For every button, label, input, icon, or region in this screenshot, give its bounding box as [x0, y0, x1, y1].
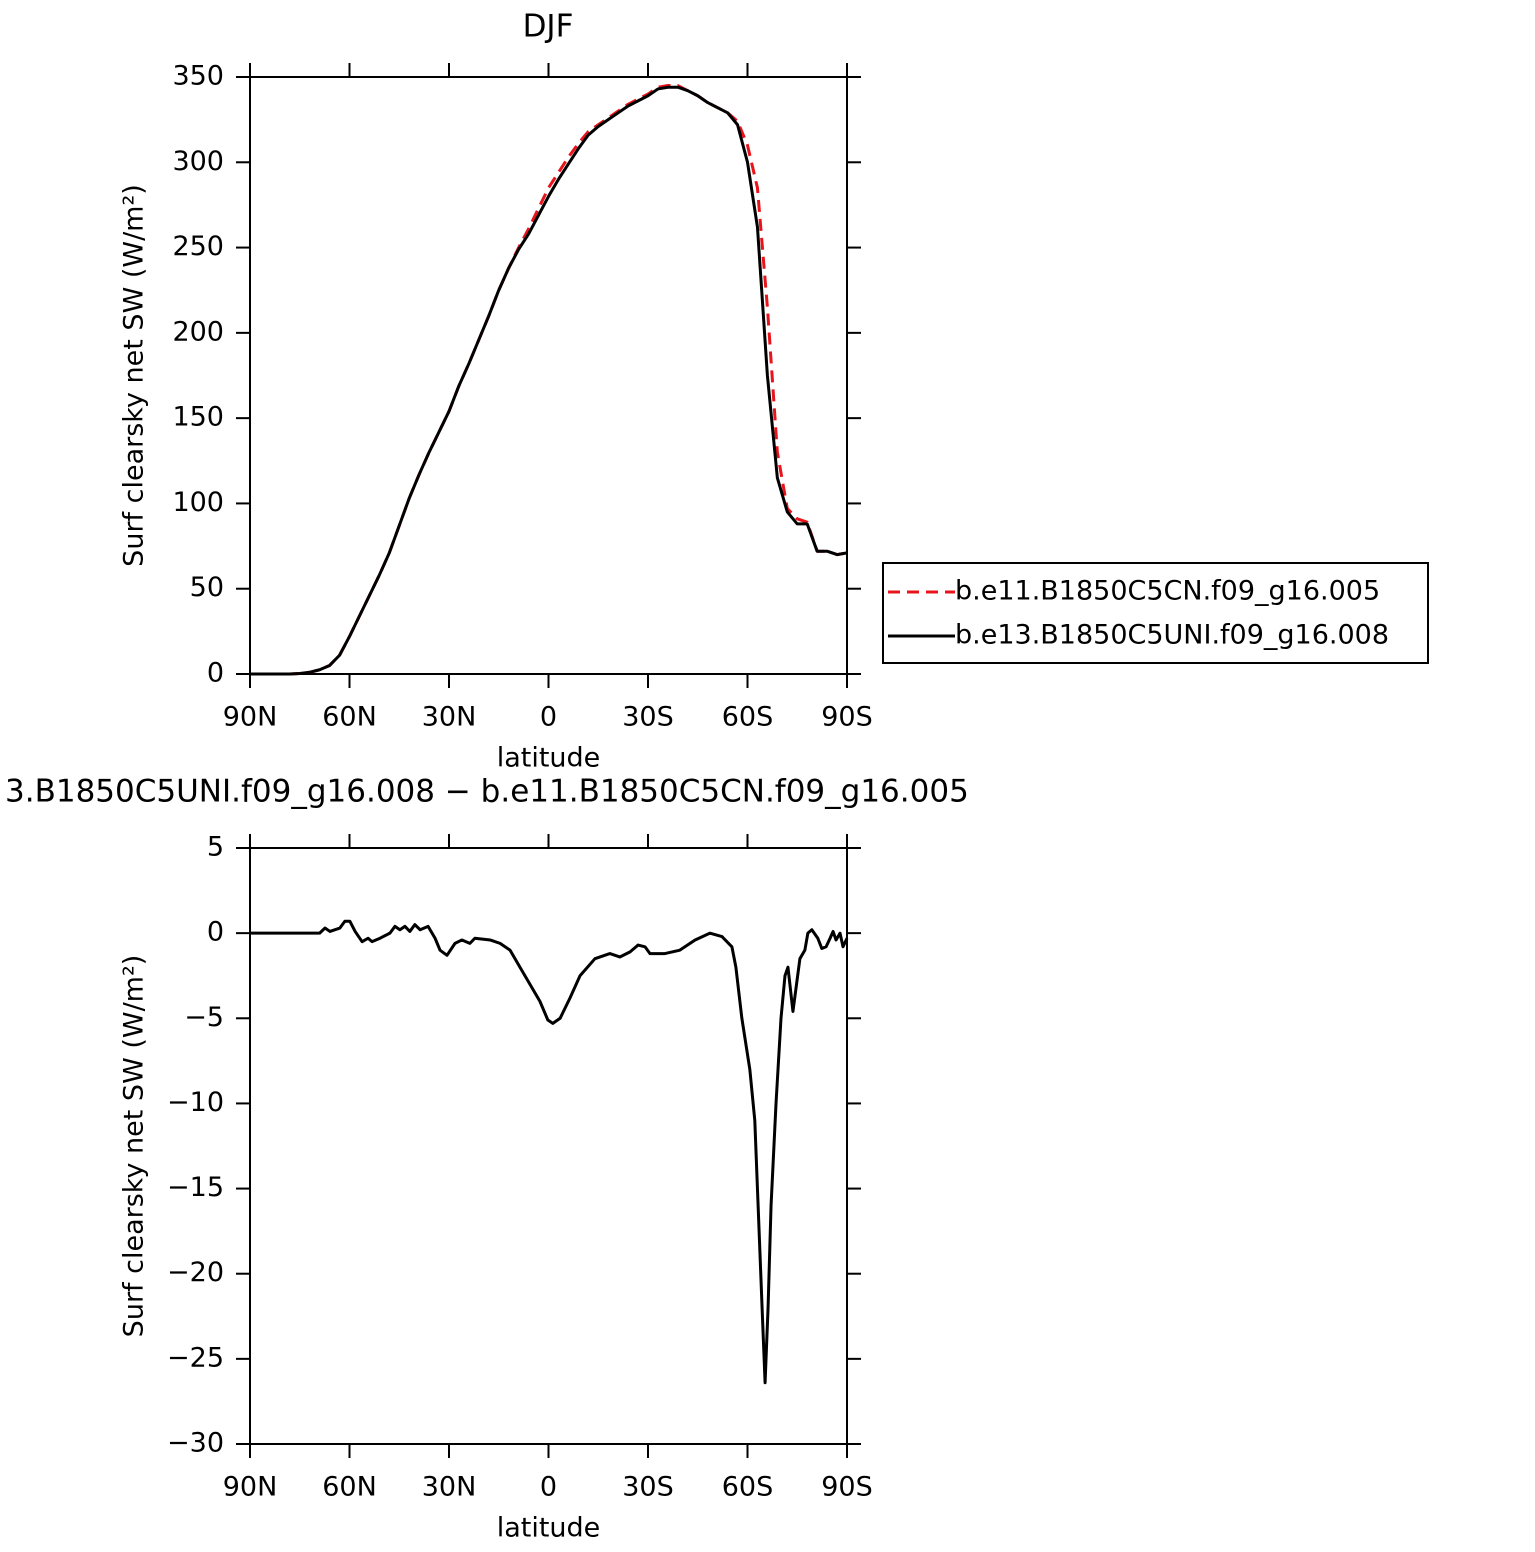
y-tick-label: 150: [172, 402, 224, 433]
x-tick-label: 90N: [223, 702, 278, 733]
x-tick-label: 0: [540, 1472, 557, 1503]
x-axis-label: latitude: [497, 1513, 601, 1544]
legend-label: b.e13.B1850C5UNI.f09_g16.008: [955, 620, 1389, 651]
chart-title: 3.B1850C5UNI.f09_g16.008 − b.e11.B1850C5…: [5, 774, 969, 810]
y-tick-label: −20: [167, 1257, 224, 1288]
y-tick-label: −25: [167, 1342, 224, 1373]
series-line: [250, 85, 848, 676]
x-tick-label: 30S: [622, 1472, 674, 1503]
y-tick-label: 0: [207, 917, 224, 948]
y-tick-label: −5: [184, 1002, 224, 1033]
y-tick-label: −30: [167, 1428, 224, 1459]
series-line: [250, 919, 849, 1385]
y-tick-label: 200: [172, 316, 224, 347]
legend-label: b.e11.B1850C5CN.f09_g16.005: [955, 576, 1380, 607]
y-axis-label: Surf clearsky net SW (W/m²): [119, 184, 150, 567]
x-tick-label: 60S: [722, 702, 774, 733]
y-tick-label: −10: [167, 1087, 224, 1118]
y-tick-label: −15: [167, 1172, 224, 1203]
x-tick-label: 60S: [722, 1472, 774, 1503]
y-tick-label: 250: [172, 231, 224, 262]
x-tick-label: 30N: [422, 1472, 477, 1503]
x-tick-label: 0: [540, 702, 557, 733]
x-tick-label: 30N: [422, 702, 477, 733]
x-tick-label: 60N: [322, 1472, 377, 1503]
x-tick-label: 30S: [622, 702, 674, 733]
y-axis-label: Surf clearsky net SW (W/m²): [119, 955, 150, 1338]
y-tick-label: 5: [207, 832, 224, 863]
y-tick-label: 300: [172, 146, 224, 177]
y-tick-label: 50: [190, 572, 224, 603]
x-axis-label: latitude: [497, 743, 601, 774]
x-tick-label: 90S: [821, 702, 873, 733]
y-tick-label: 100: [172, 487, 224, 518]
plot-frame: [249, 847, 848, 1445]
x-tick-label: 90S: [821, 1472, 873, 1503]
x-tick-label: 90N: [223, 1472, 278, 1503]
plot-frame: [249, 76, 848, 675]
x-tick-label: 60N: [322, 702, 377, 733]
chart-title: DJF: [523, 9, 574, 45]
y-tick-label: 350: [172, 61, 224, 92]
y-tick-label: 0: [207, 658, 224, 689]
legend-box: [882, 562, 1429, 664]
